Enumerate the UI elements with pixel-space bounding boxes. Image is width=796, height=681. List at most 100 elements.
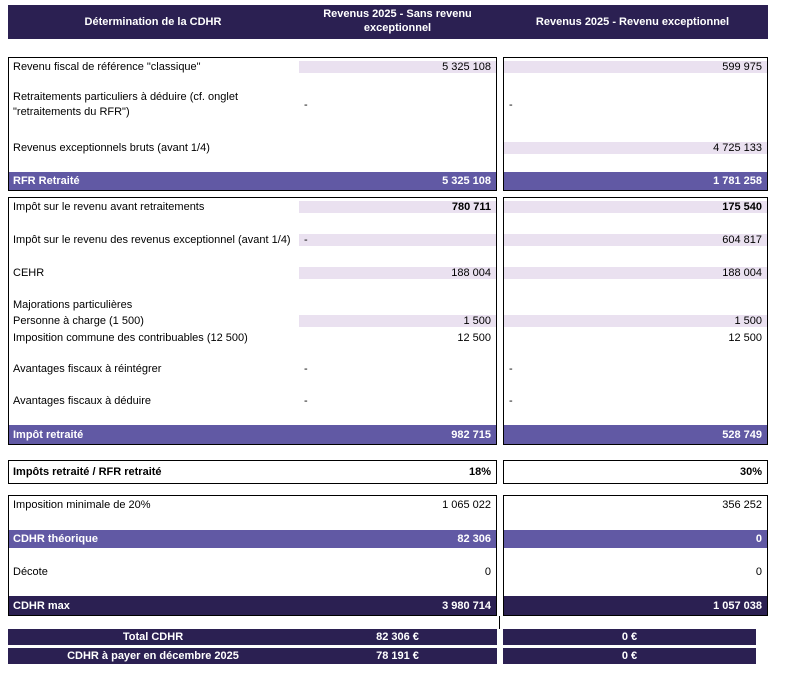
table-row: 4 725 133 (504, 139, 767, 156)
spacer-row (504, 513, 767, 530)
summary-left-bar: CDHR à payer en décembre 2025 78 191 € (8, 648, 497, 664)
cdhr-table: Détermination de la CDHR Revenus 2025 - … (8, 5, 768, 667)
summary-value-col2: 0 € (621, 650, 638, 662)
value-cell: 12 500 (728, 331, 762, 344)
total-row: 0 (504, 530, 767, 548)
spacer-row (504, 156, 767, 172)
spacer-row (9, 409, 496, 425)
summary-label: CDHR à payer en décembre 2025 (67, 650, 239, 662)
value-cell: 0 (484, 566, 491, 578)
value-cell: - (509, 395, 513, 407)
table-row: - (504, 88, 767, 122)
spacer-row (504, 409, 767, 425)
table-row: Avantages fiscaux à déduire - (9, 393, 496, 409)
summary-table: Total CDHR 82 306 € 0 € CDHR à payer en … (8, 629, 768, 664)
spacer-row (9, 215, 496, 231)
total-row: CDHR max 3 980 714 (9, 596, 496, 615)
table-section-left: Revenu fiscal de référence "classique" 5 … (8, 57, 497, 191)
table-row: Majorations particulières (9, 297, 496, 313)
ratio-row: Impôts retraité / RFR retraité 18% (9, 461, 496, 483)
table-row: Retraitements particuliers à déduire (cf… (9, 88, 496, 122)
total-value-cell: 1 057 038 (713, 599, 762, 612)
row-label: Impôt sur le revenu des revenus exceptio… (13, 233, 291, 246)
input-cell[interactable]: 188 004 (504, 266, 767, 279)
spacer-row (9, 548, 496, 564)
value-cell: - (304, 363, 308, 375)
row-label: CEHR (13, 266, 45, 279)
row-label: Revenu fiscal de référence "classique" (13, 60, 201, 73)
input-cell[interactable]: 5 325 108 (299, 60, 496, 73)
input-cell[interactable]: 599 975 (504, 60, 767, 73)
spacer-row (9, 248, 496, 264)
row-label: Décote (13, 566, 48, 578)
table-row: Avantages fiscaux à réintégrer - (9, 361, 496, 377)
spacer-row (9, 377, 496, 393)
row-label: Imposition commune des contribuables (12… (13, 331, 248, 344)
row-label: Impôt retraité (13, 428, 84, 441)
row-label: Impôt sur le revenu avant retraitements (13, 200, 205, 213)
table-section-right: 356 252 0 0 1 057 038 (503, 495, 768, 616)
table-section-left: Imposition minimale de 20% 1 065 022 CDHR … (8, 495, 497, 616)
value-cell: 1 065 022 (442, 498, 491, 511)
spacer-row (9, 122, 496, 139)
input-cell[interactable]: 604 817 (504, 233, 767, 246)
value-cell: - (509, 363, 513, 375)
value-cell: 30% (739, 466, 762, 478)
row-label: Avantages fiscaux à réintégrer (13, 363, 162, 375)
summary-value-col1: 82 306 € (376, 631, 419, 643)
summary-left-bar: Total CDHR 82 306 € (8, 629, 497, 645)
value-cell: 0 (755, 566, 762, 578)
input-cell[interactable]: 188 004 (299, 266, 496, 279)
total-row: CDHR théorique 82 306 (9, 530, 496, 548)
table-row: Revenu fiscal de référence "classique" 5 … (9, 58, 496, 75)
summary-row-total-cdhr: Total CDHR 82 306 € 0 € (8, 629, 768, 645)
summary-value-col1: 78 191 € (376, 650, 419, 662)
spacer-row (9, 346, 496, 361)
spacer-row (9, 75, 496, 88)
table-body: Revenu fiscal de référence "classique" 5 … (8, 57, 768, 616)
table-row: 599 975 (504, 58, 767, 75)
summary-right-bar: 0 € (503, 648, 756, 664)
spacer-row (9, 156, 496, 172)
header-column-sans-revenu-exceptionnel: Revenus 2025 - Sans revenu exceptionnel (323, 8, 472, 34)
spacer-row (504, 580, 767, 596)
total-value-cell: 0 (755, 533, 762, 545)
table-section: Impôts retraité / RFR retraité 18% 30% (8, 460, 768, 484)
summary-row-cdhr-a-payer: CDHR à payer en décembre 2025 78 191 € 0… (8, 648, 768, 664)
spacer-row (504, 346, 767, 361)
value-cell: - (509, 99, 513, 111)
input-cell[interactable]: - (299, 233, 496, 246)
input-cell[interactable]: 780 711 (299, 200, 496, 213)
row-label: CDHR théorique (13, 533, 98, 545)
spacer-row (504, 281, 767, 297)
value-cell: - (304, 395, 308, 407)
table-row (504, 297, 767, 313)
table-row: 356 252 (504, 496, 767, 513)
total-value-cell: 1 781 258 (713, 175, 762, 187)
table-section: Revenu fiscal de référence "classique" 5 … (8, 57, 768, 191)
row-label: RFR Retraité (13, 175, 80, 187)
table-row: CEHR 188 004 (9, 264, 496, 281)
total-value-cell: 82 306 (457, 533, 491, 545)
column-border-segment (499, 616, 500, 629)
input-cell[interactable]: 4 725 133 (504, 141, 767, 154)
table-section: Imposition minimale de 20% 1 065 022 CDHR … (8, 495, 768, 616)
total-value-cell: 3 980 714 (442, 599, 491, 612)
table-row: Impôt sur le revenu des revenus exceptio… (9, 231, 496, 248)
total-value-cell: 982 715 (451, 428, 491, 441)
total-value-cell: 528 749 (722, 428, 762, 441)
table-row: 12 500 (504, 329, 767, 346)
table-row: 0 (504, 564, 767, 580)
table-row: 188 004 (504, 264, 767, 281)
input-cell[interactable]: 1 500 (299, 315, 496, 327)
table-section-right: 175 540 604 817 188 004 1 500 12 500 - - 528 74… (503, 197, 768, 445)
spacer-row (504, 548, 767, 564)
total-value-cell: 5 325 108 (442, 175, 491, 187)
input-cell[interactable]: 175 540 (504, 200, 767, 213)
spacer-row (9, 580, 496, 596)
input-cell[interactable]: 1 500 (504, 315, 767, 327)
table-row: Revenus exceptionnels bruts (avant 1/4) (9, 139, 496, 156)
row-label: Personne à charge (1 500) (13, 315, 144, 327)
row-label: Majorations particulières (13, 299, 133, 311)
